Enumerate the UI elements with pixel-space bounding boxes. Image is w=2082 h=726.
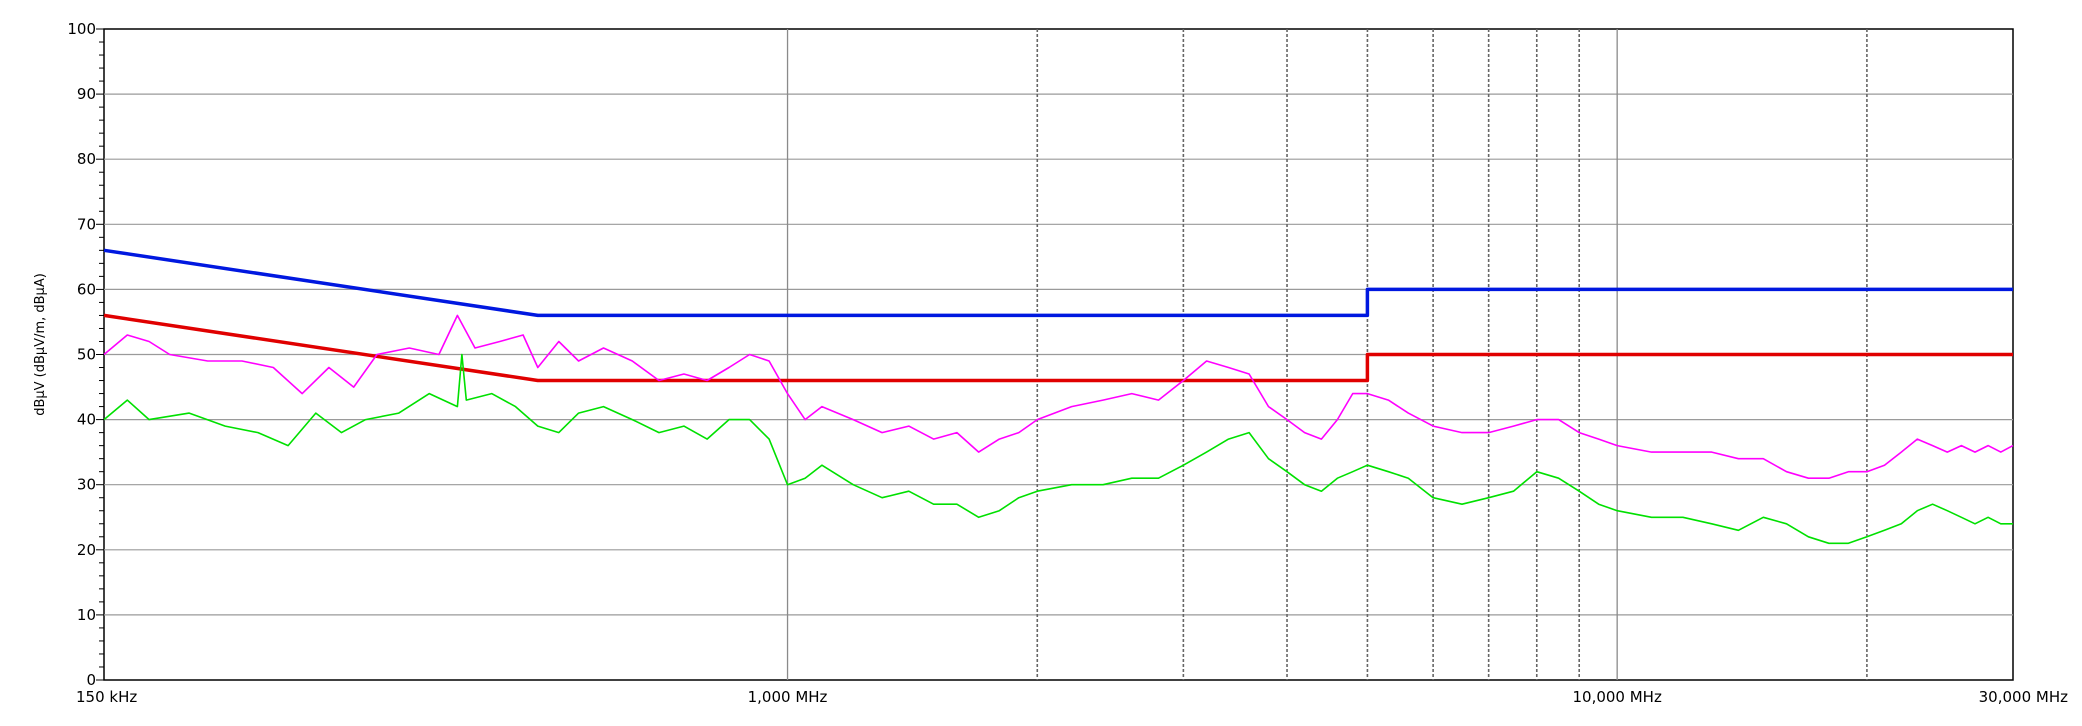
y-tick-label: 70 xyxy=(77,215,96,233)
series-line-4 xyxy=(103,353,2013,545)
series-line-3 xyxy=(103,314,2014,479)
y-tick-label: 90 xyxy=(77,85,96,103)
y-axis-title: dBµV (dBµV/m, dBµA) xyxy=(33,273,48,416)
y-tick-label: 50 xyxy=(77,346,96,364)
x-tick-label: 10,000 MHz xyxy=(1572,688,1661,706)
series-line-2 xyxy=(103,313,2013,383)
series-layer xyxy=(103,248,2014,545)
y-tick-label: 0 xyxy=(86,671,96,689)
y-tick-label: 20 xyxy=(77,541,96,559)
x-tick-label: 30,000 MHz xyxy=(1979,688,2068,706)
series-line-1 xyxy=(103,248,2013,318)
y-tick-label: 60 xyxy=(77,280,96,298)
x-tick-label: 150 kHz xyxy=(76,688,137,706)
y-tick-label: 80 xyxy=(77,150,96,168)
y-tick-label: 100 xyxy=(67,20,96,38)
y-tick-label: 30 xyxy=(77,476,96,494)
axes: 0 10 20 30 40 50 60 70 80 90 100 150 kHz 1,000 MHz 10… xyxy=(67,20,2068,706)
y-tick-label: 10 xyxy=(77,606,96,624)
x-tick-label: 1,000 MHz xyxy=(748,688,828,706)
y-tick-label: 40 xyxy=(77,411,96,429)
